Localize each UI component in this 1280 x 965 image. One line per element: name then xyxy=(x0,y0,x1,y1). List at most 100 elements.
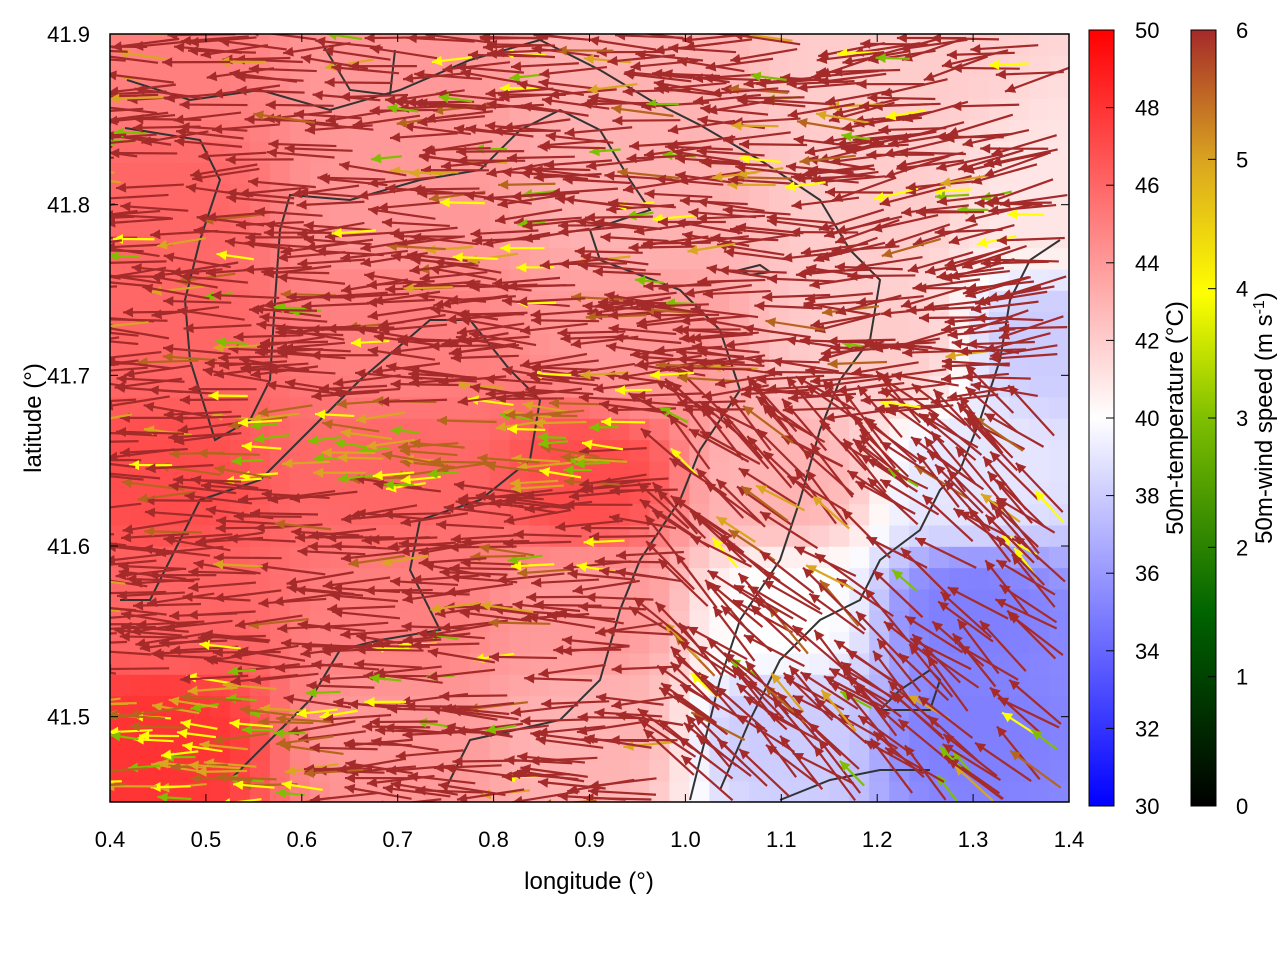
heatmap-cell xyxy=(510,631,531,653)
heatmap-cell xyxy=(969,77,990,99)
heatmap-cell xyxy=(430,311,451,333)
wind-arrow-head xyxy=(80,276,90,286)
wind-arrow-shaft xyxy=(120,636,188,637)
heatmap-cell xyxy=(649,546,670,568)
wind-arrow-shaft xyxy=(42,90,110,95)
heatmap-cell xyxy=(629,653,650,675)
heatmap-cell xyxy=(130,503,151,525)
heatmap-cell xyxy=(969,695,990,717)
heatmap-cell xyxy=(749,525,770,547)
wind-arrow-head xyxy=(89,427,99,437)
wind-arrow-shaft xyxy=(916,212,984,213)
wind-arrow-head xyxy=(46,153,56,163)
wind-arrow-shaft xyxy=(583,798,651,800)
wind-arrow-shaft xyxy=(52,337,119,348)
heatmap-cell xyxy=(1029,781,1050,803)
heatmap-cell xyxy=(1049,205,1070,227)
heatmap-cell xyxy=(1029,354,1050,376)
heatmap-cell xyxy=(1009,631,1030,653)
heatmap-cell xyxy=(749,781,770,803)
heatmap-cell xyxy=(829,781,850,803)
heatmap-cell xyxy=(330,205,351,227)
heatmap-cell xyxy=(989,738,1010,760)
heatmap-cell xyxy=(749,183,770,205)
heatmap-cell xyxy=(370,525,391,547)
heatmap-cell xyxy=(969,717,990,739)
heatmap-cell xyxy=(809,525,830,547)
heatmap-cell xyxy=(470,205,491,227)
heatmap-cell xyxy=(270,119,291,141)
wind-arrow-shaft xyxy=(216,527,284,528)
heatmap-cell xyxy=(450,205,471,227)
wind-arrow xyxy=(65,164,114,174)
heatmap-cell xyxy=(1029,439,1050,461)
heatmap-cell xyxy=(1049,738,1070,760)
wind-arrow-head xyxy=(89,102,99,112)
wind-arrow-shaft xyxy=(49,633,117,636)
heatmap-cell xyxy=(570,653,591,675)
heatmap-cell xyxy=(949,674,970,696)
heatmap-cell xyxy=(470,631,491,653)
wind-arrow-head xyxy=(68,601,78,611)
wind-arrow-shaft xyxy=(867,98,935,99)
heatmap-cell xyxy=(609,674,630,696)
heatmap-cell xyxy=(889,418,910,440)
heatmap-cell xyxy=(869,567,890,589)
heatmap-cell xyxy=(789,55,810,77)
wind-arrow-head xyxy=(49,660,60,670)
heatmap-cell xyxy=(1049,311,1070,333)
wind-arrow-head xyxy=(69,173,79,183)
wind-arrow-head xyxy=(98,258,108,268)
heatmap-cell xyxy=(330,503,351,525)
heatmap-cell xyxy=(1049,631,1070,653)
heatmap-cell xyxy=(250,653,271,675)
heatmap-cell xyxy=(949,77,970,99)
heatmap-cell xyxy=(1049,119,1070,141)
heatmap-cell xyxy=(849,503,870,525)
heatmap-cell xyxy=(270,162,291,184)
heatmap-cell xyxy=(550,674,571,696)
heatmap-cell xyxy=(270,439,291,461)
wind-arrow xyxy=(44,402,112,412)
heatmap-cell xyxy=(130,162,151,184)
heatmap-cell xyxy=(1049,34,1070,56)
heatmap-cell xyxy=(110,674,131,696)
heatmap-cell xyxy=(889,311,910,333)
heatmap-cell xyxy=(1049,290,1070,312)
wind-arrow-head xyxy=(69,233,79,243)
heatmap-cell xyxy=(170,205,191,227)
heatmap-cell xyxy=(1029,653,1050,675)
wind-arrow-shaft xyxy=(144,500,212,501)
plot-area xyxy=(42,25,1070,811)
heatmap-cell xyxy=(1029,98,1050,120)
wind-arrow xyxy=(46,153,114,163)
wind-arrow-head xyxy=(83,646,93,656)
heatmap-cell xyxy=(470,77,491,99)
heatmap-cell xyxy=(1049,354,1070,376)
wind-arrow-head xyxy=(90,129,100,139)
wind-arrow xyxy=(49,631,117,641)
heatmap-cell xyxy=(150,375,171,397)
wind-arrow-head xyxy=(94,271,104,281)
wind-arrow-head xyxy=(49,631,59,641)
heatmap-cell xyxy=(250,567,271,589)
heatmap-cell xyxy=(889,525,910,547)
heatmap-cell xyxy=(949,567,970,589)
heatmap-cell xyxy=(290,418,311,440)
heatmap-cell xyxy=(909,55,930,77)
heatmap-cell xyxy=(929,525,950,547)
heatmap-cell xyxy=(809,119,830,141)
wind-arrow-head xyxy=(65,164,75,174)
heatmap-cell xyxy=(629,119,650,141)
heatmap-cell xyxy=(490,674,511,696)
heatmap-cell xyxy=(390,141,411,163)
wind-arrow-head xyxy=(52,341,63,351)
heatmap-cell xyxy=(330,141,351,163)
heatmap-cell xyxy=(1009,397,1030,419)
heatmap-cell xyxy=(290,482,311,504)
wind-arrow-head xyxy=(80,573,91,583)
heatmap-cell xyxy=(669,589,690,611)
heatmap-cell xyxy=(290,439,311,461)
wind-arrow-shaft xyxy=(362,726,430,727)
